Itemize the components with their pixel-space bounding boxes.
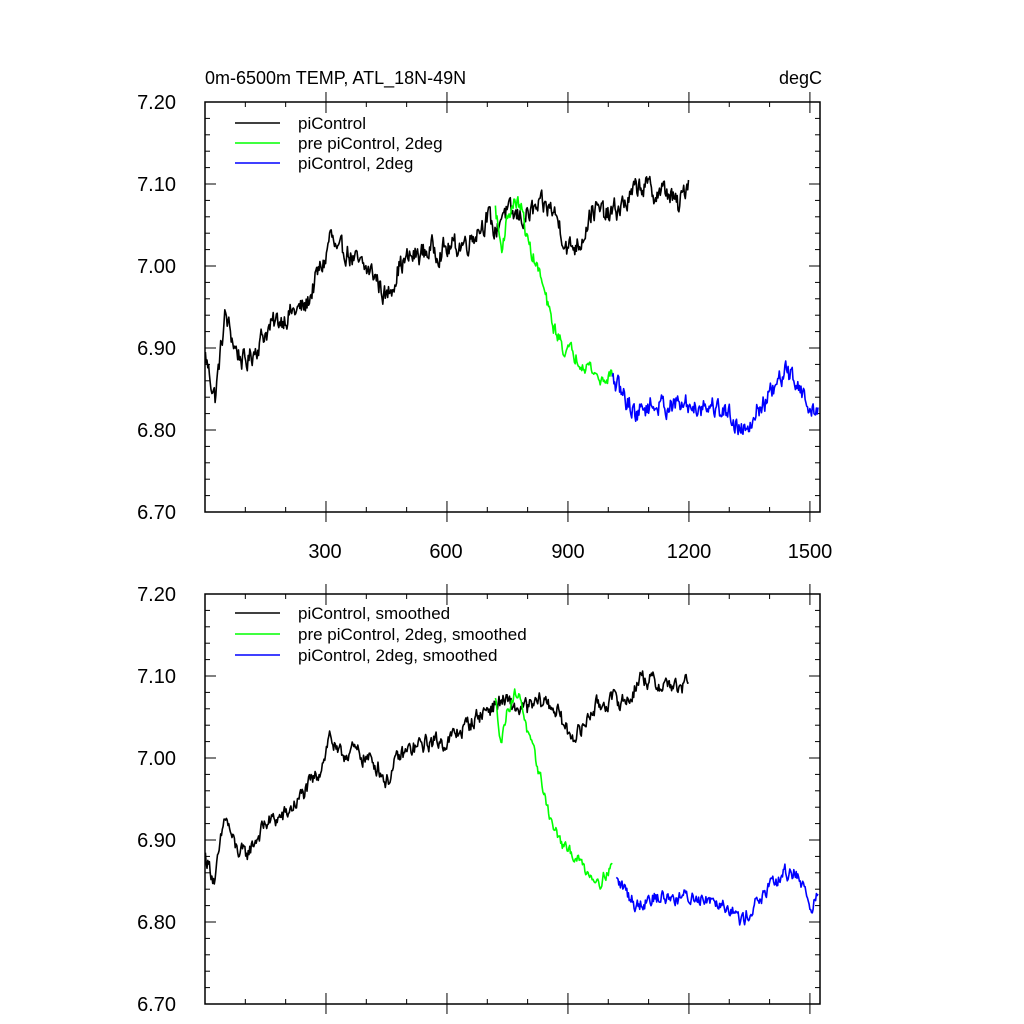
series-line-0 [204,670,690,885]
legend-label: piControl, smoothed [298,604,450,623]
y-tick-label: 7.00 [137,256,176,278]
legend-label: pre piControl, 2deg, smoothed [298,625,527,644]
y-tick-label: 7.00 [137,748,176,770]
top-panel: 0m-6500m TEMP, ATL_18N-49N degC 7.20 7.1… [137,68,832,563]
series-line-1 [494,196,614,386]
x-tick-label: 600 [429,541,462,563]
x-tick-labels: 300 600 900 1200 1500 [308,541,832,563]
series-line-0 [204,175,690,404]
legend-label: piControl, 2deg, smoothed [298,646,497,665]
y-tick-label: 6.90 [137,338,176,360]
y-tick-label: 6.90 [137,830,176,852]
y-tick-label: 6.70 [137,994,176,1016]
y-tick-label: 7.10 [137,174,176,196]
legend-label: pre piControl, 2deg [298,134,443,153]
legend: piControl pre piControl, 2deg piControl,… [235,114,443,173]
y-tick-label: 6.80 [137,912,176,934]
x-tick-label: 1200 [667,541,712,563]
series-line-2 [615,863,819,926]
y-tick-label: 6.80 [137,420,176,442]
x-tick-label: 300 [308,541,341,563]
y-tick-labels: 7.20 7.10 7.00 6.90 6.80 6.70 [137,584,176,1016]
bottom-panel: 7.20 7.10 7.00 6.90 6.80 6.70 piControl,… [137,584,821,1016]
units-label: degC [779,68,822,88]
y-tick-label: 7.20 [137,92,176,114]
legend: piControl, smoothed pre piControl, 2deg,… [235,604,527,665]
legend-label: piControl [298,114,366,133]
y-tick-label: 7.10 [137,666,176,688]
x-tick-label: 1500 [788,541,833,563]
plot-frame [204,101,821,513]
panel-title: 0m-6500m TEMP, ATL_18N-49N [205,68,466,89]
series-line-1 [494,688,613,890]
series-line-2 [611,360,819,436]
y-tick-label: 7.20 [137,584,176,606]
plot-frame [204,593,821,1005]
x-tick-label: 900 [551,541,584,563]
y-tick-label: 6.70 [137,502,176,524]
legend-label: piControl, 2deg [298,154,413,173]
y-tick-labels: 7.20 7.10 7.00 6.90 6.80 6.70 [137,92,176,524]
